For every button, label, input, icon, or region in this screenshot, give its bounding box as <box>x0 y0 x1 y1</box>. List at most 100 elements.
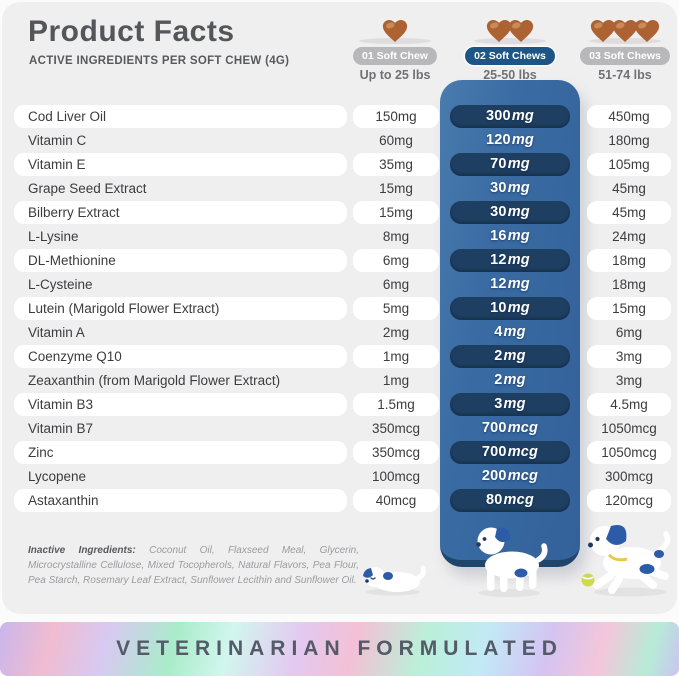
dose-2-value: 700 mcg <box>450 440 570 464</box>
dose-2-value: 30 mg <box>450 200 570 224</box>
inactive-ingredients: Inactive Ingredients: Coconut Oil, Flaxs… <box>28 543 359 588</box>
inactive-ingredients-text: Coconut Oil, Flaxseed Meal, Glycerin, Mi… <box>28 545 360 586</box>
dose-2-value: 700 mcg <box>481 420 539 436</box>
chew-heart-icon <box>508 20 534 42</box>
ingredient-name: Bilberry Extract <box>14 200 347 224</box>
dose-1-value: 150mg <box>353 104 439 128</box>
ingredient-name: L-Lysine <box>28 228 79 244</box>
inactive-ingredients-label: Inactive Ingredients: <box>28 545 136 556</box>
dose-3-value: 18mg <box>612 276 646 292</box>
ingredients-table: Cod Liver Oil 150mg 300 mg 450mg Vitamin C 60m… <box>14 104 673 512</box>
weight-range: Up to 25 lbs <box>359 68 431 82</box>
ingredient-name: Grape Seed Extract <box>28 180 147 196</box>
dose-column-header-1: 01 Soft Chew Up to 25 lbs <box>337 8 453 82</box>
dose-1-value: 60mg <box>379 132 413 148</box>
dose-3-value: 3mg <box>615 372 643 388</box>
dose-1-value: 350mcg <box>353 440 439 464</box>
chew-icons <box>567 8 679 44</box>
dog-large-illustration <box>581 525 671 597</box>
dose-3-value: 45mg <box>612 180 646 196</box>
ingredient-name: Cod Liver Oil <box>14 104 347 128</box>
dose-2-value: 16 mg <box>490 228 530 244</box>
ingredient-name: Zeaxanthin (from Marigold Flower Extract… <box>28 372 281 388</box>
chew-heart-icon <box>612 20 638 42</box>
dose-column-header-2: 02 Soft Chews 25-50 lbs <box>452 8 568 82</box>
chew-heart-icon <box>382 20 408 42</box>
dose-1-value: 1.5mg <box>353 392 439 416</box>
dose-1-value: 15mg <box>379 180 413 196</box>
table-row: Astaxanthin 40mcg 80 mcg 120mcg <box>14 488 673 512</box>
ingredient-name: Astaxanthin <box>14 488 347 512</box>
dose-badge: 03 Soft Chews <box>580 47 670 65</box>
table-row: Vitamin B7 350mcg 700 mcg 1050mcg <box>14 416 673 440</box>
ingredient-name: DL-Methionine <box>14 248 347 272</box>
dose-badge: 02 Soft Chews <box>465 47 555 65</box>
dose-2-value: 120 mg <box>486 132 534 148</box>
ingredient-name: Vitamin B7 <box>28 420 94 436</box>
page-title: Product Facts <box>28 15 235 48</box>
chew-heart-icon <box>634 20 660 42</box>
dose-3-value: 450mg <box>587 104 671 128</box>
veterinarian-banner: VETERINARIAN FORMULATED <box>0 622 679 676</box>
ingredient-name: Vitamin A <box>28 324 85 340</box>
table-row: Vitamin C 60mg 120 mg 180mg <box>14 128 673 152</box>
table-row: Lycopene 100mcg 200 mcg 300mcg <box>14 464 673 488</box>
table-row: Bilberry Extract 15mg 30 mg 45mg <box>14 200 673 224</box>
dose-1-value: 2mg <box>382 324 410 340</box>
table-row: Vitamin B3 1.5mg 3 mg 4.5mg <box>14 392 673 416</box>
weight-range: 51-74 lbs <box>598 68 652 82</box>
dose-3-value: 18mg <box>587 248 671 272</box>
dose-badge: 01 Soft Chew <box>353 47 437 65</box>
dose-1-value: 1mg <box>382 372 410 388</box>
dose-2-value: 2 mg <box>450 344 570 368</box>
dose-1-value: 1mg <box>353 344 439 368</box>
dose-2-value: 4 mg <box>494 324 526 340</box>
table-row: Zeaxanthin (from Marigold Flower Extract… <box>14 368 673 392</box>
dose-3-value: 4.5mg <box>587 392 671 416</box>
ingredient-name: Vitamin B3 <box>14 392 347 416</box>
ingredient-name: Vitamin C <box>28 132 87 148</box>
ingredient-name: Lutein (Marigold Flower Extract) <box>14 296 347 320</box>
dose-3-value: 120mcg <box>587 488 671 512</box>
banner-text: VETERINARIAN FORMULATED <box>116 637 563 660</box>
table-row: DL-Methionine 6mg 12 mg 18mg <box>14 248 673 272</box>
ingredient-name: Coenzyme Q10 <box>14 344 347 368</box>
dose-2-value: 30 mg <box>490 180 530 196</box>
dose-1-value: 35mg <box>353 152 439 176</box>
puppy-medium-illustration <box>476 527 548 597</box>
dose-3-value: 1050mcg <box>601 420 657 436</box>
dose-2-value: 2 mg <box>494 372 526 388</box>
chew-icons <box>337 8 453 44</box>
dose-3-value: 15mg <box>587 296 671 320</box>
dose-3-value: 24mg <box>612 228 646 244</box>
facts-card: Product Facts ACTIVE INGREDIENTS PER SOF… <box>2 2 677 614</box>
subtitle: ACTIVE INGREDIENTS PER SOFT CHEW (4G) <box>29 55 290 67</box>
dose-1-value: 100mcg <box>371 468 421 484</box>
dose-2-value: 200 mcg <box>481 468 539 484</box>
table-row: Cod Liver Oil 150mg 300 mg 450mg <box>14 104 673 128</box>
dose-1-value: 15mg <box>353 200 439 224</box>
table-row: Coenzyme Q10 1mg 2 mg 3mg <box>14 344 673 368</box>
dose-3-value: 180mg <box>608 132 650 148</box>
ingredient-name: Lycopene <box>28 468 87 484</box>
ingredient-name: L-Cysteine <box>28 276 93 292</box>
table-row: Lutein (Marigold Flower Extract) 5mg 10 mg 1… <box>14 296 673 320</box>
puppy-small-illustration <box>363 565 426 596</box>
table-row: Zinc 350mcg 700 mcg 1050mcg <box>14 440 673 464</box>
table-row: L-Lysine 8mg 16 mg 24mg <box>14 224 673 248</box>
dose-1-value: 5mg <box>353 296 439 320</box>
dose-3-value: 6mg <box>615 324 643 340</box>
dose-2-value: 3 mg <box>450 392 570 416</box>
weight-range: 25-50 lbs <box>483 68 537 82</box>
dose-2-value: 10 mg <box>450 296 570 320</box>
dose-3-value: 105mg <box>587 152 671 176</box>
ingredient-name: Zinc <box>14 440 347 464</box>
dose-2-value: 70 mg <box>450 152 570 176</box>
table-row: Vitamin E 35mg 70 mg 105mg <box>14 152 673 176</box>
dose-2-value: 12 mg <box>450 248 570 272</box>
dose-1-value: 6mg <box>353 248 439 272</box>
dose-3-value: 1050mcg <box>587 440 671 464</box>
chew-icons <box>452 8 568 44</box>
dose-2-value: 300 mg <box>450 104 570 128</box>
